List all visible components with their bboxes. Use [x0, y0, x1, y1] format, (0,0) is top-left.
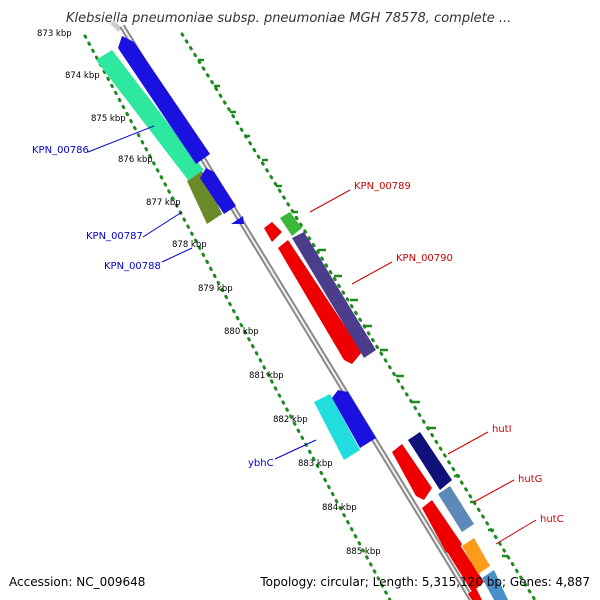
gene-name: KPN_00788 — [104, 261, 161, 272]
gene-label-kpn-00786[interactable]: KPN_00786 — [32, 125, 155, 156]
feature-green-small[interactable] — [280, 212, 302, 236]
gene-name: hutI — [492, 424, 512, 435]
tick-label: 874 kbp — [65, 71, 100, 81]
gene-label-ybhc[interactable]: ybhC — [248, 439, 317, 469]
gene-name: hutG — [518, 474, 542, 485]
tick-label: 875 kbp — [91, 114, 126, 124]
feature-red-hutI[interactable] — [392, 444, 432, 500]
tick-label: 873 kbp — [37, 29, 72, 39]
tick-label: 877 kbp — [146, 198, 181, 208]
map-title: Klebsiella pneumoniae subsp. pneumoniae … — [66, 11, 511, 26]
backbone-stub — [110, 20, 122, 32]
feature-steel-bottom[interactable] — [482, 570, 508, 600]
feature-blue-long[interactable] — [118, 36, 210, 164]
feature-red-hutG[interactable] — [422, 500, 462, 556]
tick-labels: 873 kbp 874 kbp 875 kbp 876 kbp 877 kbp … — [37, 29, 381, 557]
gene-label-kpn-00788[interactable]: KPN_00788 — [104, 247, 193, 272]
feature-red-small[interactable] — [264, 222, 282, 242]
genome-summary-text: Topology: circular; Length: 5,315,120 bp… — [259, 575, 590, 589]
gene-name: KPN_00787 — [86, 231, 143, 242]
feature-purple[interactable] — [292, 232, 376, 358]
feature-red-hutC[interactable] — [446, 542, 484, 592]
feature-blue-ybh[interactable] — [332, 390, 376, 448]
feature-red-bottom[interactable] — [468, 588, 482, 600]
gene-name: KPN_00790 — [396, 253, 453, 264]
gene-name: ybhC — [248, 458, 274, 469]
outer-ruler — [180, 32, 537, 600]
inner-ruler — [83, 34, 392, 600]
feature-orange-hutC[interactable] — [462, 538, 490, 574]
feature-navy-hutI[interactable] — [408, 432, 452, 490]
feature-steel-hutG[interactable] — [438, 486, 474, 532]
tick-label: 882 kbp — [273, 415, 308, 425]
tick-label: 880 kbp — [224, 327, 259, 337]
gene-label-huti[interactable]: hutI — [447, 424, 512, 455]
feature-blue-small[interactable] — [231, 216, 244, 224]
gene-label-hutg[interactable]: hutG — [473, 474, 542, 503]
gene-name: hutC — [540, 514, 564, 525]
feature-red-long[interactable] — [278, 240, 362, 364]
tick-label: 881 kbp — [249, 371, 284, 381]
feature-olive[interactable] — [187, 171, 222, 224]
feature-cyan[interactable] — [314, 394, 360, 460]
tick-label: 876 kbp — [118, 155, 153, 165]
gene-label-kpn-00790[interactable]: KPN_00790 — [351, 253, 453, 285]
feature-blue-mid[interactable] — [200, 168, 236, 214]
tick-label: 878 kbp — [172, 240, 207, 250]
gene-label-kpn-00787[interactable]: KPN_00787 — [86, 211, 183, 242]
gene-label-hutc[interactable]: hutC — [495, 514, 564, 545]
gene-name: KPN_00789 — [354, 181, 411, 192]
tick-label: 884 kbp — [322, 503, 357, 513]
gene-name: KPN_00786 — [32, 145, 89, 156]
accession-text: Accession: NC_009648 — [9, 575, 145, 589]
tick-label: 883 kbp — [298, 459, 333, 469]
tick-label: 885 kbp — [346, 547, 381, 557]
tick-label: 879 kbp — [198, 284, 233, 294]
gene-label-kpn-00789[interactable]: KPN_00789 — [309, 181, 411, 213]
feature-teal[interactable] — [96, 50, 204, 180]
